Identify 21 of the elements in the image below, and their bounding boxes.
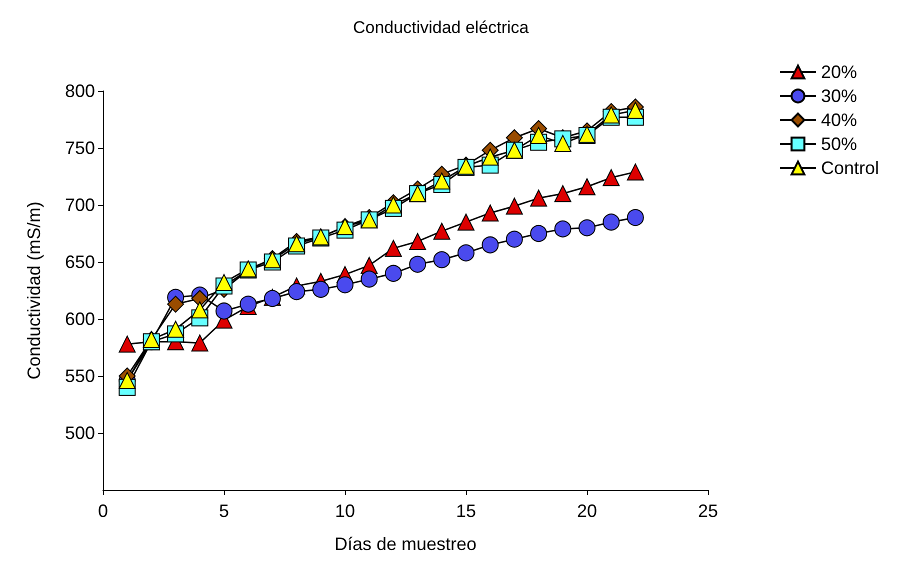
x-tick-label: 5 [218, 501, 230, 521]
chart-title: Conductividad eléctrica [353, 18, 530, 37]
x-tick-label: 0 [98, 501, 108, 521]
x-tick-label: 15 [456, 501, 476, 521]
x-tick-label: 10 [334, 501, 356, 521]
y-tick-label: 550 [64, 366, 95, 386]
x-tick-label: 25 [698, 501, 718, 521]
legend-label: 30% [820, 86, 858, 106]
legend-label: 40% [820, 110, 858, 130]
legend-label: Control [820, 158, 880, 178]
y-axis-title: Conductividad (mS/m) [24, 201, 44, 380]
y-tick-label: 800 [64, 81, 95, 101]
legend-label: 50% [820, 134, 858, 154]
x-axis-title: Días de muestreo [334, 534, 477, 554]
y-tick-label: 650 [64, 252, 95, 272]
legend-label: 20% [820, 62, 858, 82]
y-tick-label: 500 [64, 423, 95, 443]
x-tick-label: 20 [576, 501, 598, 521]
y-tick-label: 600 [64, 309, 95, 329]
y-tick-label: 750 [64, 138, 95, 158]
y-tick-label: 700 [64, 195, 95, 215]
